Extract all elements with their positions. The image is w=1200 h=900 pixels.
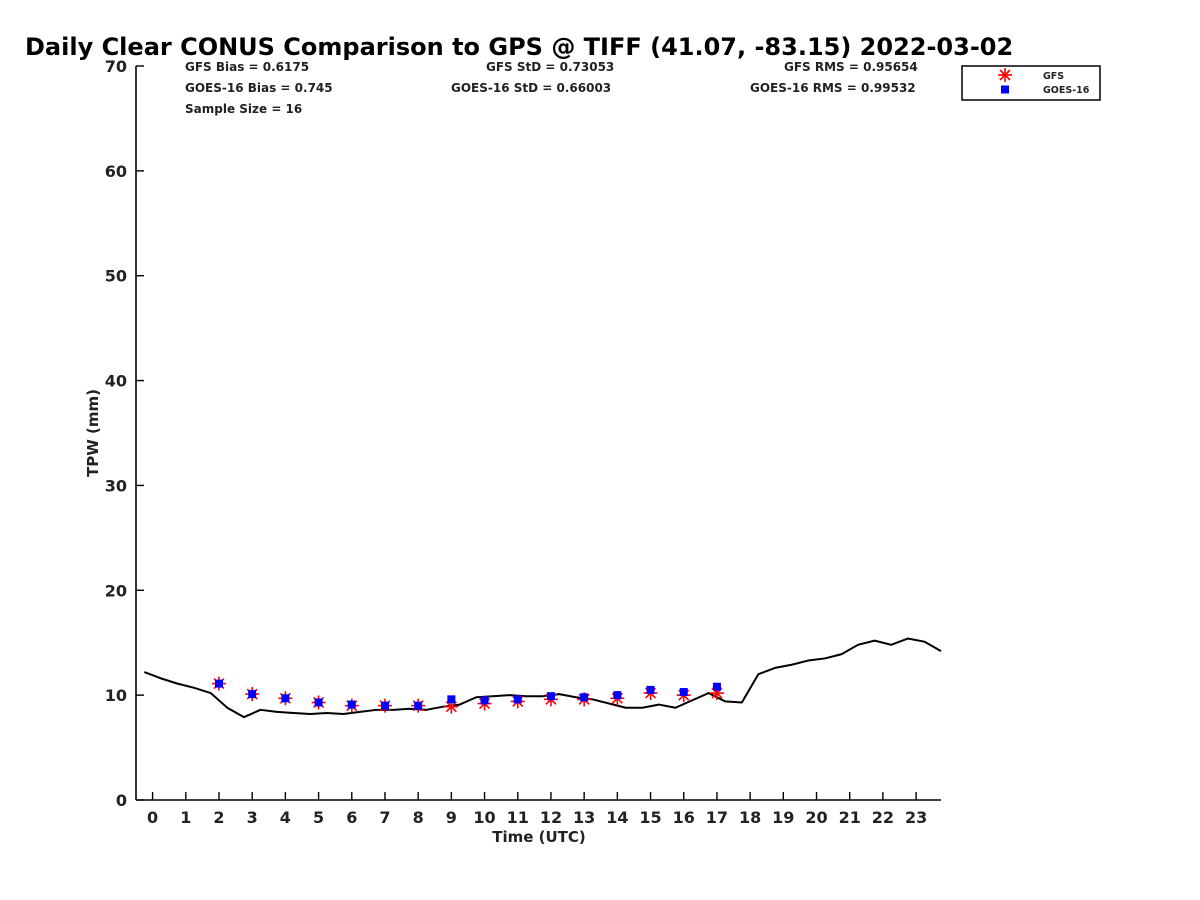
x-tick-label: 13 xyxy=(573,808,595,827)
x-tick-label: 23 xyxy=(905,808,927,827)
x-tick-label: 16 xyxy=(673,808,695,827)
x-tick-label: 8 xyxy=(413,808,424,827)
x-tick-label: 14 xyxy=(606,808,628,827)
goes-point xyxy=(580,693,589,702)
y-tick-label: 10 xyxy=(105,686,127,705)
x-tick-label: 3 xyxy=(247,808,258,827)
legend: GFS GOES-16 xyxy=(961,65,1101,101)
goes-point xyxy=(447,695,456,704)
y-tick-label: 20 xyxy=(105,581,127,600)
x-tick-label: 1 xyxy=(180,808,191,827)
y-axis-label: TPW (mm) xyxy=(84,389,102,477)
y-tick-label: 50 xyxy=(105,267,127,286)
x-tick-label: 18 xyxy=(739,808,761,827)
x-tick-label: 12 xyxy=(540,808,562,827)
y-tick-label: 40 xyxy=(105,372,127,391)
stat-gfs-std: GFS StD = 0.73053 xyxy=(486,60,614,74)
stat-sample-size: Sample Size = 16 xyxy=(185,102,302,116)
gps-series-line xyxy=(143,637,942,719)
x-tick-label: 2 xyxy=(213,808,224,827)
goes-point xyxy=(314,698,323,707)
x-tick-label: 4 xyxy=(280,808,291,827)
x-tick-label: 6 xyxy=(346,808,357,827)
goes-point xyxy=(679,688,688,696)
x-tick-label: 5 xyxy=(313,808,324,827)
stat-goes-bias: GOES-16 Bias = 0.745 xyxy=(185,81,333,95)
x-tick-label: 17 xyxy=(706,808,728,827)
legend-label-goes: GOES-16 xyxy=(1043,85,1090,96)
legend-gfs-marker xyxy=(998,68,1012,82)
y-tick-label: 60 xyxy=(105,162,127,181)
x-tick-label: 11 xyxy=(507,808,529,827)
gps-observation-line xyxy=(143,637,942,719)
x-tick-label: 7 xyxy=(379,808,390,827)
y-tick-label: 70 xyxy=(105,57,127,76)
x-tick-label: 22 xyxy=(872,808,894,827)
goes-points xyxy=(214,679,721,710)
goes-point xyxy=(347,700,356,709)
goes-point xyxy=(214,679,223,688)
x-tick-label: 15 xyxy=(639,808,661,827)
y-tick-label: 0 xyxy=(116,791,127,810)
legend-goes-marker xyxy=(1001,85,1009,94)
goes-point xyxy=(613,691,622,700)
x-tick-label: 0 xyxy=(147,808,158,827)
goes-point xyxy=(281,694,290,703)
stat-goes-std: GOES-16 StD = 0.66003 xyxy=(451,81,611,95)
goes-point xyxy=(414,701,423,710)
x-tick-label: 10 xyxy=(473,808,495,827)
goes-point xyxy=(248,690,257,699)
x-tick-label: 21 xyxy=(839,808,861,827)
goes-point xyxy=(712,682,721,691)
goes-point xyxy=(380,701,389,710)
stat-goes-rms: GOES-16 RMS = 0.99532 xyxy=(750,81,916,95)
chart-title: Daily Clear CONUS Comparison to GPS @ TI… xyxy=(25,33,1013,61)
stat-gfs-bias: GFS Bias = 0.6175 xyxy=(185,60,309,74)
goes-point xyxy=(480,696,489,705)
x-axis-label: Time (UTC) xyxy=(492,828,586,846)
goes-point xyxy=(546,692,555,701)
legend-label-gfs: GFS xyxy=(1043,71,1064,82)
x-tick-label: 19 xyxy=(772,808,794,827)
x-tick-label: 9 xyxy=(446,808,457,827)
y-tick-label: 30 xyxy=(105,476,127,495)
x-tick-label: 20 xyxy=(805,808,827,827)
stat-gfs-rms: GFS RMS = 0.95654 xyxy=(784,60,918,74)
goes-point xyxy=(513,695,522,704)
goes-point xyxy=(646,685,655,694)
legend-box xyxy=(961,65,1101,101)
